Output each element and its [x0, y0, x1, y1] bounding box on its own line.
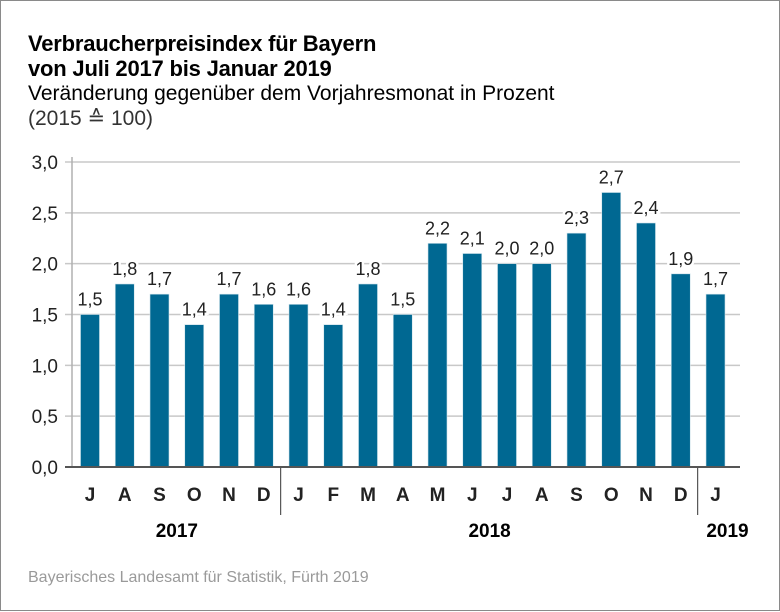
bar	[392, 314, 413, 468]
source-note: Bayerisches Landesamt für Statistik, Für…	[28, 569, 369, 586]
x-tick-label: M	[430, 485, 446, 506]
chart-subtitle: Veränderung gegenüber dem Vorjahresmonat…	[28, 82, 555, 105]
x-tick-label: J	[502, 485, 513, 506]
chart-base-year-note: (2015 ≙ 100)	[28, 107, 154, 130]
axes	[65, 157, 740, 515]
bar	[80, 314, 100, 468]
bar	[705, 293, 726, 468]
data-label: 1,7	[216, 269, 241, 289]
x-tick-label: J	[710, 485, 721, 506]
x-tick-label: D	[257, 485, 271, 506]
data-label: 2,4	[633, 198, 658, 218]
year-labels: 2017 2018 2019	[156, 521, 749, 542]
bar	[462, 253, 483, 468]
data-label: 2,3	[564, 208, 589, 228]
data-label: 1,8	[355, 259, 380, 279]
x-tick-label: D	[674, 485, 688, 506]
x-tick-label: J	[293, 485, 304, 506]
data-label: 2,0	[529, 239, 554, 259]
y-tick-label: 1,0	[32, 356, 58, 377]
bar	[427, 243, 448, 468]
data-label: 2,2	[425, 218, 450, 238]
y-tick-label: 3,0	[32, 153, 58, 174]
data-labels: 1,5 1,8 1,7 1,4 1,7 1,6 1,6 1,4 1,8 1,5 2,2 2,1 2,0 2…	[75, 165, 731, 322]
data-label: 1,7	[147, 269, 172, 289]
data-label: 1,5	[390, 290, 415, 310]
x-tick-label: O	[187, 485, 202, 506]
bar	[184, 324, 205, 468]
bar	[149, 293, 170, 468]
x-tick-label: N	[639, 485, 653, 506]
y-tick-label: 2,0	[32, 255, 58, 276]
data-label: 1,4	[182, 300, 207, 320]
data-label: 1,6	[251, 279, 276, 299]
data-label: 1,9	[668, 249, 693, 269]
bar	[114, 283, 135, 468]
x-tick-label: A	[535, 485, 549, 506]
bar	[358, 283, 378, 468]
x-tick-label: S	[570, 485, 583, 506]
y-tick-label: 0,0	[32, 458, 58, 479]
x-tick-label: J	[467, 485, 478, 506]
y-tick-label: 0,5	[32, 407, 58, 428]
data-label: 2,1	[460, 229, 485, 249]
bar	[670, 273, 691, 468]
data-label: 1,4	[321, 300, 346, 320]
x-tick-label: O	[604, 485, 619, 506]
data-label: 2,0	[494, 239, 519, 259]
x-tick-label: J	[85, 485, 96, 506]
bar	[288, 304, 309, 468]
bar	[601, 192, 622, 468]
year-label: 2018	[468, 521, 510, 542]
chart-title-line2: von Juli 2017 bis Januar 2019	[28, 56, 332, 81]
y-tick-label: 2,5	[32, 204, 58, 225]
bar	[323, 324, 344, 468]
data-label: 1,5	[77, 290, 102, 310]
chart-title-line1: Verbraucherpreisindex für Bayern	[28, 31, 377, 56]
data-label: 2,7	[599, 168, 624, 188]
data-label: 1,6	[286, 279, 311, 299]
y-axis-ticks: 0,0 0,5 1,0 1,5 2,0 2,5 3,0	[32, 153, 58, 479]
bar	[497, 263, 517, 468]
data-label: 1,7	[703, 269, 728, 289]
bar	[531, 263, 552, 468]
bar	[253, 304, 274, 468]
x-tick-label: A	[396, 485, 410, 506]
x-tick-label: A	[118, 485, 132, 506]
bar	[636, 222, 656, 468]
data-label: 1,8	[112, 259, 137, 279]
bars	[80, 192, 726, 468]
year-label: 2017	[156, 521, 198, 542]
bar	[219, 293, 239, 468]
y-tick-label: 1,5	[32, 306, 58, 327]
x-tick-label: F	[327, 485, 339, 506]
chart-title: Verbraucherpreisindex für Bayern von Jul…	[28, 31, 376, 81]
bar	[566, 232, 587, 468]
x-tick-label: M	[360, 485, 376, 506]
x-tick-label: S	[153, 485, 166, 506]
year-label: 2019	[706, 521, 748, 542]
x-tick-label: N	[222, 485, 236, 506]
